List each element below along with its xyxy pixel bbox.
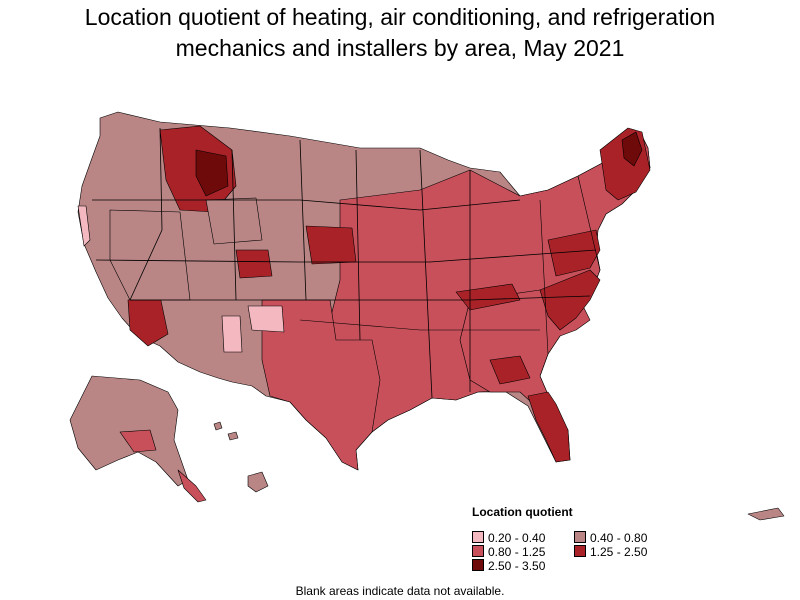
virginia-area [547, 229, 601, 277]
legend: Location quotient 0.20 - 0.40 0.40 - 0.8… [472, 505, 682, 575]
texas-panhandle-low-area [247, 305, 285, 333]
area-boundary [231, 149, 237, 301]
area-boundary [355, 149, 361, 341]
new-mexico-low-area [221, 315, 243, 353]
legend-label: 2.50 - 3.50 [488, 559, 546, 573]
tennessee-area [455, 283, 521, 311]
area-boundary [577, 175, 601, 271]
legend-swatch [574, 545, 586, 557]
map-title-line-2: mechanics and installers by area, May 20… [175, 35, 625, 61]
legend-label: 1.25 - 2.50 [590, 545, 648, 559]
legend-label: 0.80 - 1.25 [488, 545, 546, 559]
hawaii-island-2 [227, 431, 239, 441]
legend-swatch [472, 531, 484, 543]
colorado-area [235, 249, 273, 279]
legend-item-0-80-1-25: 0.80 - 1.25 [472, 545, 545, 559]
georgia-alabama-area [489, 355, 531, 385]
area-boundary [539, 199, 549, 355]
hawaii-island-1 [213, 421, 223, 431]
legend-label: 0.40 - 0.80 [590, 531, 648, 545]
legend-item-0-20-0-40: 0.20 - 0.40 [472, 531, 545, 545]
legend-swatch [472, 559, 484, 571]
footnote: Blank areas indicate data not available. [295, 584, 505, 598]
texas-region [261, 299, 381, 471]
maine-core-area [621, 131, 643, 167]
area-boundary [130, 295, 591, 301]
legend-title: Location quotient [472, 505, 573, 519]
alaska-panhandle-area [177, 469, 207, 503]
legend-item-2-50-3-50: 2.50 - 3.50 [472, 559, 545, 573]
legend-label: 0.20 - 0.40 [488, 531, 546, 545]
legend-swatch [472, 545, 484, 557]
legend-item-0-40-0-80: 0.40 - 0.80 [574, 531, 647, 545]
legend-item-1-25-2-50: 1.25 - 2.50 [574, 545, 647, 559]
puerto-rico-area [747, 507, 785, 521]
nebraska-kansas-area [305, 225, 357, 265]
alaska-south-area [119, 429, 157, 453]
area-boundary [419, 149, 433, 399]
area-boundary [92, 199, 521, 211]
area-boundary [299, 139, 307, 301]
idaho-core-area [195, 149, 229, 197]
florida-area [527, 391, 571, 463]
carolinas-area [539, 269, 601, 331]
california-coast-low-area [77, 205, 91, 247]
hawaii-island-3 [247, 471, 269, 493]
alaska-area [69, 375, 189, 487]
map-title: Location quotient of heating, air condit… [0, 2, 800, 64]
area-boundary [95, 249, 597, 263]
area-boundary [299, 319, 540, 331]
map-title-line-1: Location quotient of heating, air condit… [84, 4, 716, 30]
legend-swatch [574, 531, 586, 543]
area-boundary [129, 127, 163, 301]
